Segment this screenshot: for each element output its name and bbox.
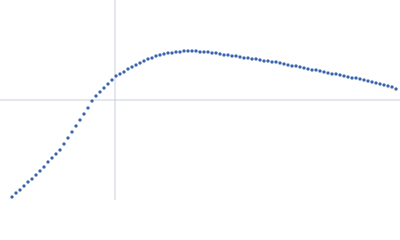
data-point: [290, 64, 294, 68]
data-point: [338, 73, 342, 77]
data-point: [146, 57, 150, 61]
data-point: [226, 53, 230, 57]
data-point: [178, 50, 182, 54]
data-point: [298, 65, 302, 69]
data-point: [222, 53, 226, 57]
data-point: [246, 56, 250, 60]
data-point: [86, 106, 90, 110]
data-point: [162, 52, 166, 56]
data-point: [10, 195, 14, 199]
page: {"chart_data": {"type": "scatter", "colo…: [0, 0, 400, 200]
data-point: [58, 148, 62, 152]
data-point: [310, 68, 314, 72]
data-point: [38, 169, 42, 173]
data-point: [42, 165, 46, 169]
data-point: [98, 90, 102, 94]
data-point: [306, 67, 310, 71]
data-point: [74, 124, 78, 128]
data-point: [394, 87, 398, 91]
data-point: [382, 83, 386, 87]
data-point: [378, 82, 382, 86]
data-point: [350, 76, 354, 80]
data-point: [270, 60, 274, 64]
data-point: [202, 50, 206, 54]
data-point: [342, 74, 346, 78]
data-point: [354, 76, 358, 80]
data-point: [122, 70, 126, 74]
data-point: [82, 112, 86, 116]
data-point: [114, 74, 118, 78]
data-point: [230, 54, 234, 58]
data-point: [374, 81, 378, 85]
data-point: [330, 72, 334, 76]
data-point: [254, 57, 258, 61]
data-point: [62, 142, 66, 146]
data-point: [182, 49, 186, 53]
data-point: [198, 50, 202, 54]
data-point: [358, 77, 362, 81]
data-point: [206, 50, 210, 54]
data-point: [174, 50, 178, 54]
data-point: [302, 66, 306, 70]
data-point: [14, 191, 18, 195]
data-point: [186, 49, 190, 53]
data-point: [102, 86, 106, 90]
data-point: [126, 67, 130, 71]
data-point: [278, 61, 282, 65]
data-point: [30, 177, 34, 181]
data-point: [346, 75, 350, 79]
data-point: [334, 72, 338, 76]
data-point: [142, 59, 146, 63]
data-point: [50, 156, 54, 160]
data-point: [370, 80, 374, 84]
data-point: [322, 70, 326, 74]
data-point: [234, 54, 238, 58]
data-point: [90, 99, 94, 103]
data-point: [22, 184, 26, 188]
data-point: [118, 72, 122, 76]
chart: [0, 0, 400, 200]
data-point: [54, 152, 58, 156]
data-point: [274, 60, 278, 64]
data-point: [194, 49, 198, 53]
data-point: [110, 78, 114, 82]
data-point: [390, 85, 394, 89]
data-point: [46, 160, 50, 164]
data-point: [214, 51, 218, 55]
data-point: [210, 51, 214, 55]
data-point: [318, 69, 322, 73]
data-point: [106, 82, 110, 86]
data-point: [294, 64, 298, 68]
data-point: [138, 61, 142, 65]
data-point: [282, 62, 286, 66]
data-point: [66, 136, 70, 140]
data-point: [386, 84, 390, 88]
data-point: [130, 65, 134, 69]
data-point: [362, 78, 366, 82]
data-point: [154, 54, 158, 58]
data-point: [190, 49, 194, 53]
data-point: [266, 59, 270, 63]
data-point: [94, 94, 98, 98]
data-point: [314, 68, 318, 72]
data-point: [366, 79, 370, 83]
data-point: [150, 56, 154, 60]
data-point: [262, 59, 266, 63]
data-point: [258, 58, 262, 62]
data-point: [166, 51, 170, 55]
data-point: [238, 55, 242, 59]
data-point: [26, 180, 30, 184]
data-point: [78, 118, 82, 122]
data-point: [218, 52, 222, 56]
data-point: [170, 51, 174, 55]
data-point: [18, 188, 22, 192]
data-point: [34, 173, 38, 177]
data-point: [286, 63, 290, 67]
data-point: [250, 57, 254, 61]
data-point: [158, 53, 162, 57]
data-point: [326, 71, 330, 75]
data-point: [70, 130, 74, 134]
data-point: [134, 63, 138, 67]
data-point: [242, 56, 246, 60]
